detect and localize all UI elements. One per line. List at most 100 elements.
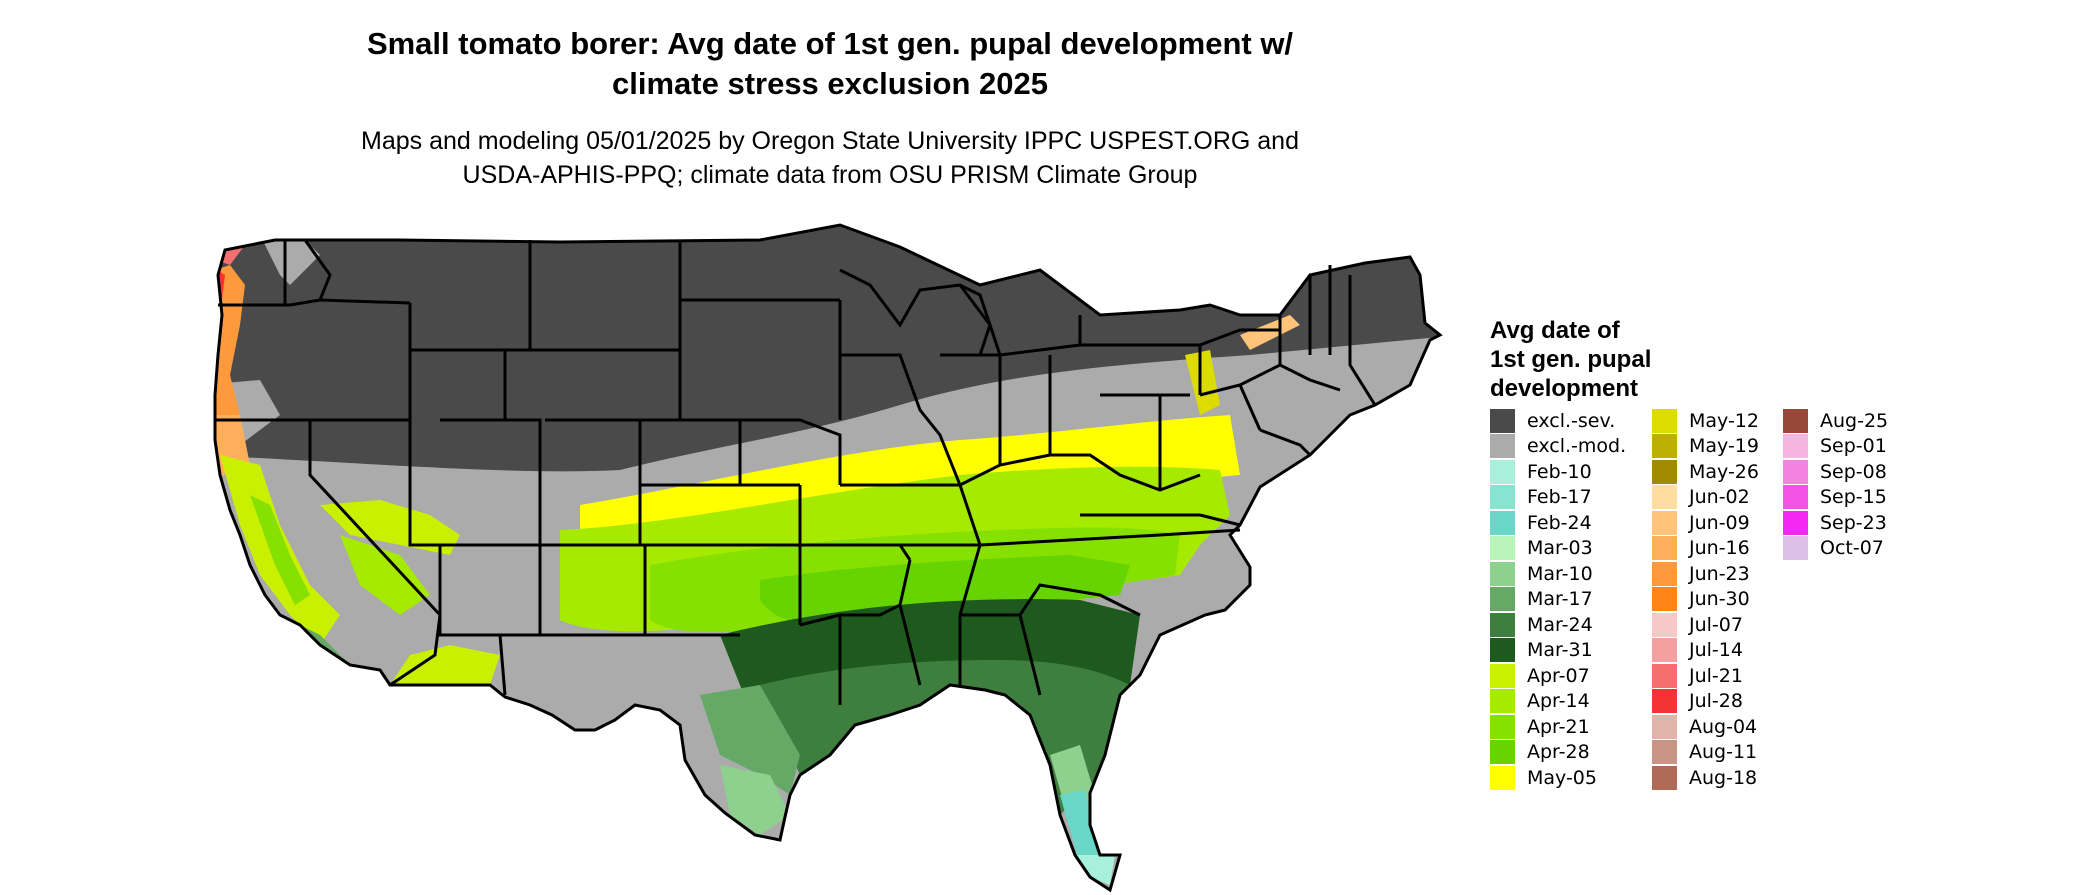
- legend-title: Avg date of 1st gen. pupal development: [1490, 316, 1651, 403]
- legend-item: Apr-21: [1490, 714, 1626, 740]
- legend-swatch: [1652, 587, 1677, 612]
- legend-item: Sep-01: [1783, 434, 1888, 460]
- legend-label: Feb-17: [1527, 486, 1592, 509]
- legend-item: Jul-21: [1652, 663, 1759, 689]
- legend-swatch: [1490, 459, 1515, 484]
- legend-label: May-26: [1689, 460, 1759, 483]
- legend-item: Mar-31: [1490, 638, 1626, 664]
- legend-label: Jul-07: [1689, 613, 1743, 636]
- legend-item: Aug-25: [1783, 408, 1888, 434]
- legend-item: Mar-10: [1490, 561, 1626, 587]
- legend-swatch: [1490, 765, 1515, 790]
- legend-label: Jul-28: [1689, 690, 1743, 713]
- legend-swatch: [1490, 434, 1515, 459]
- legend-swatch: [1652, 408, 1677, 433]
- legend-title-line-2: 1st gen. pupal: [1490, 346, 1652, 373]
- legend-label: Sep-08: [1820, 460, 1887, 483]
- legend-label: Aug-25: [1820, 409, 1889, 432]
- legend-column-2: May-12 May-19 May-26 Jun-02 Jun-09 Jun-16 Jun-…: [1652, 408, 1759, 791]
- legend-label: Apr-14: [1527, 690, 1590, 713]
- legend-item: Jul-28: [1652, 689, 1759, 715]
- legend-swatch: [1783, 510, 1808, 535]
- legend-label: Sep-23: [1820, 511, 1887, 534]
- legend-swatch: [1652, 485, 1677, 510]
- legend-item: Aug-18: [1652, 765, 1759, 791]
- legend-item: Aug-11: [1652, 740, 1759, 766]
- legend-label: Mar-31: [1527, 639, 1593, 662]
- legend-swatch: [1490, 510, 1515, 535]
- legend-label: Mar-24: [1527, 613, 1593, 636]
- map-title: Small tomato borer: Avg date of 1st gen.…: [180, 24, 1480, 104]
- legend-swatch: [1652, 663, 1677, 688]
- map-subtitle: Maps and modeling 05/01/2025 by Oregon S…: [180, 124, 1480, 192]
- legend-label: Jun-16: [1689, 537, 1750, 560]
- legend-label: Mar-03: [1527, 537, 1593, 560]
- legend-item: Oct-07: [1783, 536, 1888, 562]
- legend-swatch: [1783, 408, 1808, 433]
- legend-swatch: [1783, 459, 1808, 484]
- legend-item: Sep-08: [1783, 459, 1888, 485]
- legend-swatch: [1652, 612, 1677, 637]
- legend-swatch: [1490, 561, 1515, 586]
- legend-label: Jul-14: [1689, 639, 1743, 662]
- legend-label: Apr-21: [1527, 715, 1590, 738]
- legend-label: excl.-sev.: [1527, 409, 1616, 432]
- legend-item: Feb-17: [1490, 485, 1626, 511]
- map-fill-layers: [215, 225, 1440, 890]
- legend-label: Jul-21: [1689, 664, 1743, 687]
- map-title-line-2: climate stress exclusion 2025: [612, 66, 1048, 101]
- legend-label: Jun-09: [1689, 511, 1750, 534]
- legend-swatch: [1490, 638, 1515, 663]
- legend-item: Jun-02: [1652, 485, 1759, 511]
- legend-item: Jun-16: [1652, 536, 1759, 562]
- legend-swatch: [1652, 510, 1677, 535]
- legend-item: excl.-sev.: [1490, 408, 1626, 434]
- legend-title-line-3: development: [1490, 375, 1639, 402]
- legend-label: May-12: [1689, 409, 1759, 432]
- legend-label: Jun-30: [1689, 588, 1750, 611]
- legend-swatch: [1783, 536, 1808, 561]
- legend-item: Apr-07: [1490, 663, 1626, 689]
- legend-swatch: [1652, 459, 1677, 484]
- legend-item: Jun-09: [1652, 510, 1759, 536]
- legend-item: Feb-24: [1490, 510, 1626, 536]
- legend-item: Sep-23: [1783, 510, 1888, 536]
- legend-item: May-05: [1490, 765, 1626, 791]
- legend-label: May-05: [1527, 766, 1597, 789]
- map-subtitle-line-2: USDA-APHIS-PPQ; climate data from OSU PR…: [462, 161, 1198, 189]
- legend-item: Apr-28: [1490, 740, 1626, 766]
- legend-label: Jun-23: [1689, 562, 1750, 585]
- map-subtitle-line-1: Maps and modeling 05/01/2025 by Oregon S…: [361, 127, 1299, 155]
- legend-label: Aug-04: [1689, 715, 1758, 738]
- legend-label: Sep-15: [1820, 486, 1887, 509]
- legend-item: Feb-10: [1490, 459, 1626, 485]
- legend-label: Mar-10: [1527, 562, 1593, 585]
- legend-swatch: [1652, 714, 1677, 739]
- legend-swatch: [1783, 434, 1808, 459]
- legend-swatch: [1652, 536, 1677, 561]
- legend-item: Jun-30: [1652, 587, 1759, 613]
- legend-swatch: [1490, 714, 1515, 739]
- legend-label: Feb-10: [1527, 460, 1592, 483]
- legend-swatch: [1490, 536, 1515, 561]
- us-map: [213, 223, 1443, 893]
- state-borders: [213, 223, 1443, 893]
- legend-item: Jun-23: [1652, 561, 1759, 587]
- legend-swatch: [1652, 561, 1677, 586]
- legend-swatch: [1652, 765, 1677, 790]
- legend-item: May-12: [1652, 408, 1759, 434]
- legend-item: Apr-14: [1490, 689, 1626, 715]
- legend-label: Jun-02: [1689, 486, 1750, 509]
- legend-item: May-19: [1652, 434, 1759, 460]
- legend-label: May-19: [1689, 435, 1759, 458]
- legend-swatch: [1490, 689, 1515, 714]
- legend-column-1: excl.-sev. excl.-mod. Feb-10 Feb-17 Feb-24 Ma…: [1490, 408, 1626, 791]
- legend-label: Aug-11: [1689, 741, 1758, 764]
- legend-item: Jul-14: [1652, 638, 1759, 664]
- legend-label: Sep-01: [1820, 435, 1887, 458]
- legend-item: Mar-17: [1490, 587, 1626, 613]
- legend-swatch: [1490, 612, 1515, 637]
- legend-label: Feb-24: [1527, 511, 1592, 534]
- legend-title-line-1: Avg date of: [1490, 317, 1620, 344]
- legend-item: Mar-24: [1490, 612, 1626, 638]
